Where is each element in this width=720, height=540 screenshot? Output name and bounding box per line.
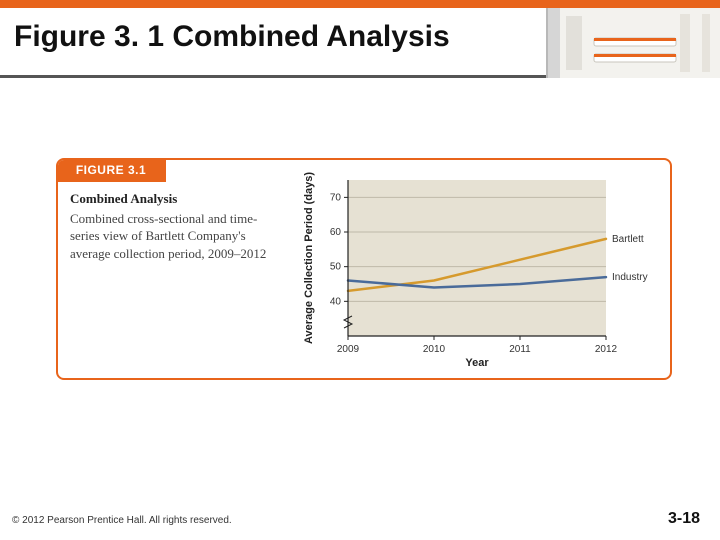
svg-text:50: 50 [330,262,342,273]
svg-text:Industry: Industry [612,272,648,283]
copyright: © 2012 Pearson Prentice Hall. All rights… [12,515,232,526]
accent-topbar [0,0,720,8]
figure-tab: FIGURE 3.1 [56,158,166,182]
figure-title: Combined Analysis [70,190,280,208]
figure-caption-block: Combined Analysis Combined cross-section… [70,190,280,262]
svg-text:Bartlett: Bartlett [612,234,644,245]
svg-text:2010: 2010 [423,344,446,355]
header-decor [560,8,720,78]
figure-caption: Combined cross-sectional and time-series… [70,210,280,263]
header: Figure 3. 1 Combined Analysis [0,8,720,78]
svg-text:Average Collection Period (day: Average Collection Period (days) [303,172,315,344]
chart: Bartlett Industry 40 50 60 70 2009 2010 2011 2012… [298,172,660,370]
svg-text:40: 40 [330,296,342,307]
svg-text:Year: Year [465,357,489,369]
svg-text:2011: 2011 [509,344,531,355]
svg-text:2009: 2009 [337,344,360,355]
svg-text:60: 60 [330,227,342,238]
slide: Figure 3. 1 Combined Analysis FIGURE 3.1… [0,0,720,540]
header-divider [546,8,560,78]
page-number: 3-18 [668,510,700,528]
line-chart-svg: Bartlett Industry 40 50 60 70 2009 2010 2011 2012… [298,172,660,370]
page-title: Figure 3. 1 Combined Analysis [14,20,450,54]
decor-photo-icon [560,8,720,78]
svg-text:2012: 2012 [595,344,618,355]
figure-box: FIGURE 3.1 Combined Analysis Combined cr… [56,158,672,380]
svg-text:70: 70 [330,192,342,203]
